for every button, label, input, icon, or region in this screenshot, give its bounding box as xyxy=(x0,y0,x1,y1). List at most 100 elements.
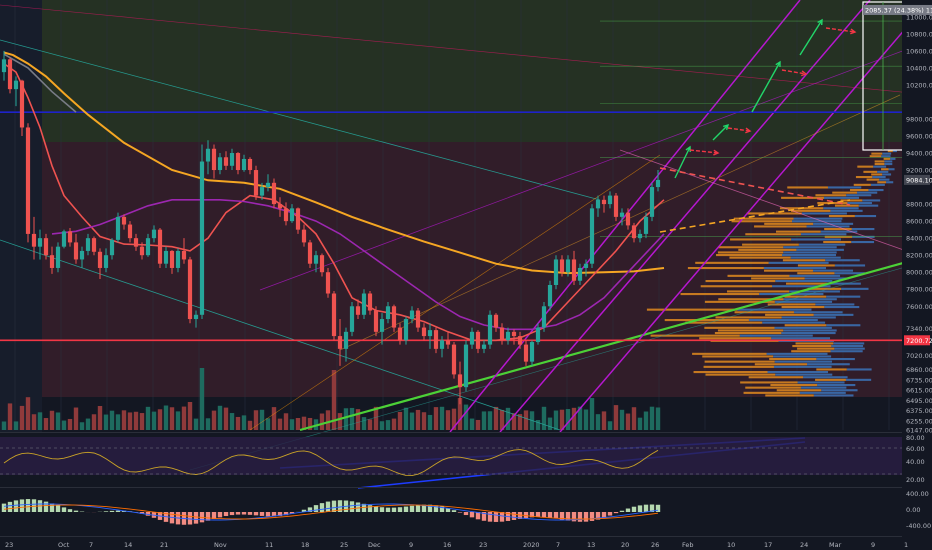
candle-body xyxy=(319,255,325,273)
candle xyxy=(49,246,55,274)
profile-bar-orange xyxy=(883,157,891,160)
volume-bar xyxy=(259,409,265,430)
candle-body xyxy=(301,229,307,243)
profile-bar-blue xyxy=(797,381,845,384)
profile-bar-orange xyxy=(887,150,893,153)
volume-bar xyxy=(25,397,31,430)
price-axis[interactable]: 11000.00 10800.00 10600.00 10400.00 10200.00… xyxy=(863,0,932,550)
profile-bar-orange xyxy=(770,384,818,387)
candle xyxy=(493,313,499,332)
candle xyxy=(355,299,361,320)
macd-pane xyxy=(1,499,661,525)
candle xyxy=(643,212,649,239)
volume-bar xyxy=(445,410,451,430)
candle-body xyxy=(433,330,439,349)
time-tick-label: 13 xyxy=(587,541,595,549)
volume-bar xyxy=(283,413,289,430)
candle xyxy=(457,361,463,405)
profile-bar-blue xyxy=(831,345,864,348)
macd-histogram-bar xyxy=(265,512,271,517)
macd-histogram-bar xyxy=(421,504,427,512)
candle-body xyxy=(553,259,559,285)
volume-bar xyxy=(85,418,91,430)
profile-bar-orange xyxy=(705,280,776,283)
candle-body xyxy=(235,153,241,171)
trend-line xyxy=(559,0,931,433)
rsi-tick-label: 40.00 xyxy=(906,458,925,466)
macd-histogram-bar xyxy=(463,512,469,516)
profile-bar-blue xyxy=(789,290,840,293)
profile-bar-blue xyxy=(775,373,833,376)
volume-bar xyxy=(331,370,337,430)
macd-histogram-bar xyxy=(589,512,595,521)
candle xyxy=(253,165,259,200)
candle xyxy=(7,57,13,94)
profile-bar-orange xyxy=(840,199,863,202)
candle-body xyxy=(169,250,175,268)
time-tick-label: 11 xyxy=(265,541,273,549)
volume-bar xyxy=(409,412,415,430)
profile-bar-orange xyxy=(869,155,882,158)
macd-histogram-bar xyxy=(445,508,451,512)
profile-bar-blue xyxy=(877,170,889,173)
time-tick-label: 9 xyxy=(871,541,875,549)
volume-bar xyxy=(337,413,343,430)
profile-bar-orange xyxy=(740,381,798,384)
projection-arrow xyxy=(825,27,857,35)
profile-bar-orange xyxy=(765,394,814,397)
volume-bar xyxy=(301,416,307,430)
profile-bar-blue xyxy=(739,334,813,337)
macd-histogram-bar xyxy=(25,499,31,512)
volume-bar xyxy=(235,416,241,430)
macd-signal-line xyxy=(3,504,659,520)
candle-body xyxy=(61,231,67,247)
price-tick-label: 9600.00 xyxy=(906,133,932,141)
candle xyxy=(211,144,217,179)
candle xyxy=(577,263,583,285)
volume-bar xyxy=(481,411,487,430)
volume-bar xyxy=(499,409,505,430)
volume-bar xyxy=(289,419,295,430)
macd-histogram-bar xyxy=(73,510,79,512)
candle xyxy=(271,178,277,209)
candle xyxy=(511,329,517,345)
candle xyxy=(133,233,139,251)
candle xyxy=(649,182,655,222)
price-tag xyxy=(904,335,930,346)
trend-line xyxy=(339,94,901,351)
arrow-shaft xyxy=(689,149,719,154)
macd-histogram-bar xyxy=(619,510,625,512)
volume-bar xyxy=(631,407,637,430)
macd-histogram-bar xyxy=(487,512,493,522)
price-tick-label: 6860.00 xyxy=(906,366,932,374)
volume-bar xyxy=(523,410,529,430)
macd-histogram-bar xyxy=(565,512,571,521)
volume-bar xyxy=(451,408,457,430)
profile-bar-blue xyxy=(800,233,847,236)
candle-body xyxy=(283,208,289,222)
candle xyxy=(529,340,535,366)
profile-bar-orange xyxy=(824,235,853,238)
profile-bar-blue xyxy=(826,295,861,298)
candle-body xyxy=(445,340,451,345)
candle xyxy=(169,250,175,274)
volume-bar xyxy=(163,405,169,430)
candle xyxy=(55,242,61,273)
candle-body xyxy=(487,314,493,345)
time-tick-label: Dec xyxy=(368,541,381,549)
time-tick-label: 20 xyxy=(621,541,629,549)
profile-bar-orange xyxy=(717,251,784,254)
profile-bar-blue xyxy=(737,308,812,311)
candle-body xyxy=(181,250,187,260)
profile-bar-orange xyxy=(881,168,889,171)
macd-histogram-bar xyxy=(559,512,565,520)
macd-histogram-bar xyxy=(481,512,487,521)
profile-bar-orange xyxy=(853,183,871,186)
volume-bar xyxy=(565,409,571,430)
volume-bar xyxy=(559,409,565,430)
macd-histogram-bar xyxy=(403,506,409,512)
price-tick-label: 10800.00 xyxy=(906,30,932,38)
time-axis[interactable]: 23 Oct 7 14 21 Nov 11 18 25 Dec 9 16 23 2020 7 13 20 26 Fe… xyxy=(5,541,908,549)
moving-average-line xyxy=(3,53,77,113)
